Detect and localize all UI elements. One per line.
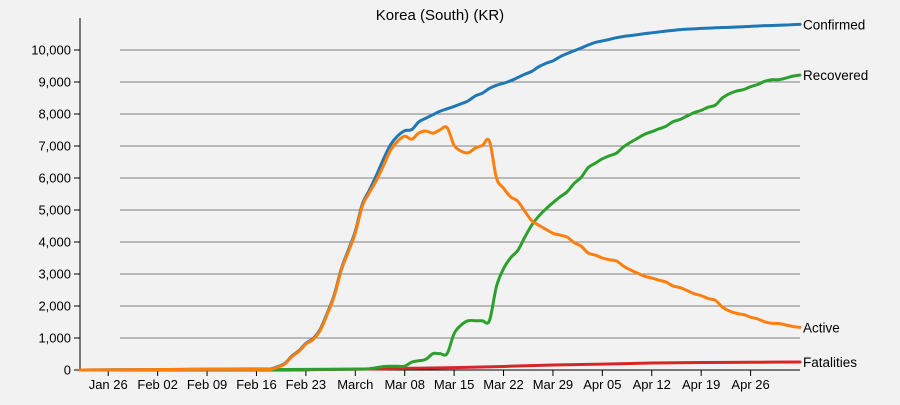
series-labels: Confirmed Recovered Active Fatalities <box>803 17 868 370</box>
x-ticks: Jan 26 Feb 02 Feb 09 Feb 16 Feb 23 March Mar 0… <box>89 370 770 392</box>
y-tick-label: 7,000 <box>38 139 71 154</box>
series-label-fatalities: Fatalities <box>803 355 857 370</box>
series-label-confirmed: Confirmed <box>803 17 865 32</box>
y-tick-label: 5,000 <box>38 203 71 218</box>
x-tick-label: Mar 15 <box>434 377 474 392</box>
x-tick-label: Feb 09 <box>187 377 227 392</box>
grid-lines <box>120 49 800 339</box>
x-tick-label: Apr 05 <box>583 377 621 392</box>
x-tick-label: Jan 26 <box>89 377 128 392</box>
chart-title: Korea (South) (KR) <box>376 7 504 24</box>
y-tick-label: 4,000 <box>38 235 71 250</box>
y-tick-label: 9,000 <box>38 75 71 90</box>
x-tick-label: Mar 08 <box>384 377 424 392</box>
series-label-recovered: Recovered <box>803 68 868 83</box>
x-tick-label: Feb 02 <box>137 377 177 392</box>
y-tick-label: 1,000 <box>38 331 71 346</box>
y-ticks: 0 1,000 2,000 3,000 4,000 5,000 6,000 7,000 8,00… <box>31 43 80 378</box>
series-lines <box>78 22 802 372</box>
y-tick-label: 0 <box>64 363 71 378</box>
x-tick-label: Apr 12 <box>633 377 671 392</box>
y-tick-label: 6,000 <box>38 171 71 186</box>
y-tick-label: 2,000 <box>38 299 71 314</box>
series-label-active: Active <box>803 320 840 335</box>
x-tick-label: Feb 16 <box>236 377 276 392</box>
series-line-recovered <box>78 73 802 372</box>
series-line-active <box>78 125 802 372</box>
y-tick-label: 3,000 <box>38 267 71 282</box>
x-tick-label: Mar 22 <box>483 377 523 392</box>
series-line-confirmed <box>78 22 802 372</box>
x-tick-label: Feb 23 <box>286 377 326 392</box>
x-tick-label: Apr 19 <box>682 377 720 392</box>
x-tick-label: March <box>337 377 373 392</box>
axes <box>79 18 800 371</box>
x-tick-label: Mar 29 <box>533 377 573 392</box>
x-tick-label: Apr 26 <box>731 377 769 392</box>
y-tick-label: 8,000 <box>38 107 71 122</box>
y-tick-label: 10,000 <box>31 43 71 58</box>
